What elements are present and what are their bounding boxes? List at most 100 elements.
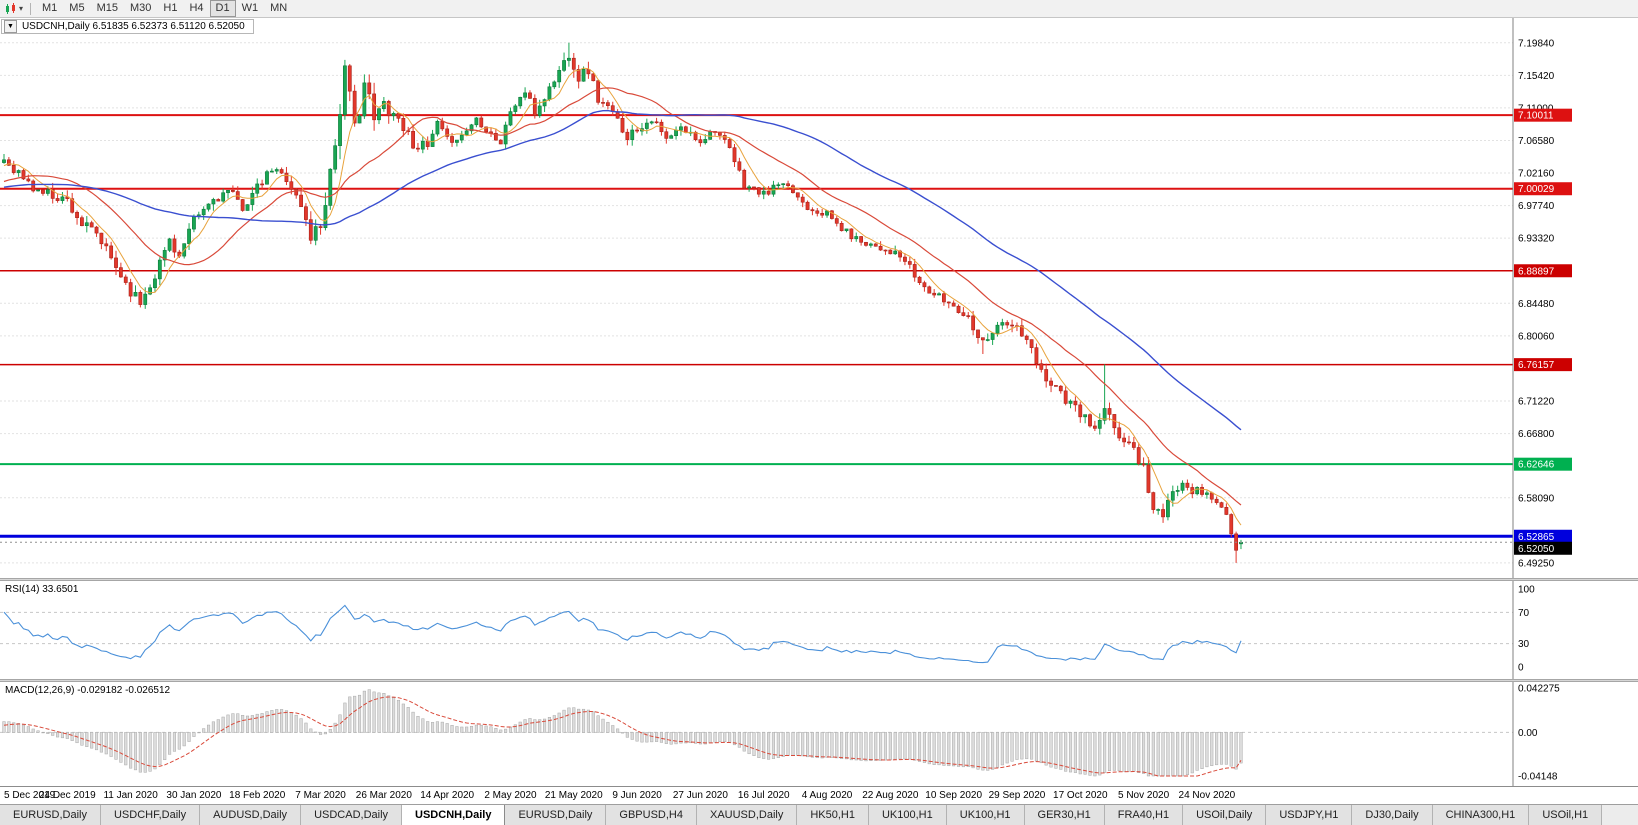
chart-tabs-bar: EURUSD,Daily USDCHF,Daily AUDUSD,Daily USDC… — [0, 804, 1638, 825]
chart-tab-china300-h1[interactable]: CHINA300,H1 — [1432, 805, 1530, 825]
chart-tab-usdchf-daily[interactable]: USDCHF,Daily — [100, 805, 201, 825]
svg-text:6.58090: 6.58090 — [1518, 493, 1555, 504]
svg-text:6.88897: 6.88897 — [1518, 266, 1555, 277]
svg-text:7.06580: 7.06580 — [1518, 136, 1555, 147]
chart-tab-ger30-h1[interactable]: GER30,H1 — [1024, 805, 1105, 825]
panel-splitter[interactable] — [0, 679, 1638, 682]
timeframe-button-m30[interactable]: M30 — [129, 2, 152, 14]
svg-text:-0.04148: -0.04148 — [1518, 772, 1558, 783]
svg-text:6.93320: 6.93320 — [1518, 234, 1555, 245]
timeframe-button-m15[interactable]: M15 — [96, 2, 118, 14]
date-axis[interactable]: 5 Dec 2019 24 Dec 2019 11 Jan 2020 30 Jan 2… — [0, 786, 1638, 804]
price-badge-6.76157[interactable]: 6.76157 — [1514, 358, 1572, 372]
macd-label: MACD(12,26,9) -0.029182 -0.026512 — [5, 685, 171, 696]
price-badge-6.62646[interactable]: 6.62646 — [1514, 457, 1572, 471]
chart-tab-xauusd-daily[interactable]: XAUUSD,Daily — [696, 805, 798, 825]
macd-histogram — [2, 689, 1243, 777]
chart-tab-hk50-h1[interactable]: HK50,H1 — [797, 805, 869, 825]
date-label: 21 May 2020 — [544, 790, 603, 801]
svg-text:7.00029: 7.00029 — [1518, 184, 1555, 195]
chart-tab-usoil-daily[interactable]: USOil,Daily — [1183, 805, 1267, 825]
chart-tab-dj30-daily[interactable]: DJ30,Daily — [1352, 805, 1433, 825]
ma-slow-line[interactable] — [3, 109, 1242, 431]
chart-tab-usdcnh-daily[interactable]: USDCNH,Daily — [402, 805, 506, 825]
collapse-arrow-icon[interactable]: ▼ — [4, 20, 17, 33]
rsi-canvas[interactable]: 100 70 30 0 — [0, 581, 1638, 679]
svg-text:7.19840: 7.19840 — [1518, 38, 1555, 49]
svg-text:6.52865: 6.52865 — [1518, 532, 1555, 543]
date-label: 10 Sep 2020 — [925, 790, 982, 801]
timeframe-button-h1[interactable]: H1 — [163, 2, 178, 14]
date-label: 27 Jun 2020 — [672, 790, 728, 801]
date-label: 22 Aug 2020 — [862, 790, 919, 801]
macd-panel[interactable]: MACD(12,26,9) -0.029182 -0.026512 0.0422… — [0, 682, 1638, 786]
price-badge-7.10011[interactable]: 7.10011 — [1514, 108, 1572, 122]
svg-text:6.49250: 6.49250 — [1518, 558, 1555, 569]
svg-text:0.042275: 0.042275 — [1518, 684, 1560, 695]
date-label: 29 Sep 2020 — [988, 790, 1046, 801]
timeframe-button-d1[interactable]: D1 — [209, 0, 236, 17]
date-label: 26 Mar 2020 — [355, 790, 412, 801]
chart-tab-eurusd-daily[interactable]: EURUSD,Daily — [0, 805, 101, 825]
timeframe-button-h4[interactable]: H4 — [189, 2, 204, 14]
timeframe-button-m5[interactable]: M5 — [69, 2, 85, 14]
svg-text:7.10011: 7.10011 — [1518, 111, 1554, 122]
svg-text:6.76157: 6.76157 — [1518, 360, 1555, 371]
price-gridlines: 7.198407.154207.110007.065807.021606.977… — [0, 38, 1555, 569]
ma-fast-line[interactable] — [3, 67, 1242, 526]
svg-text:6.62646: 6.62646 — [1518, 460, 1555, 471]
chart-tab-fra40-h1[interactable]: FRA40,H1 — [1104, 805, 1184, 825]
rsi-label: RSI(14) 33.6501 — [5, 584, 79, 595]
date-label: 16 Jul 2020 — [737, 790, 790, 801]
timeframe-button-w1[interactable]: W1 — [241, 2, 259, 14]
chart-title-bar: ▼ USDCNH,Daily 6.51835 6.52373 6.51120 6… — [1, 19, 254, 34]
date-label: 14 Apr 2020 — [420, 790, 475, 801]
chart-tab-eurusd-daily[interactable]: EURUSD,Daily — [505, 805, 607, 825]
timeframe-button-m1[interactable]: M1 — [42, 2, 58, 14]
svg-text:6.84480: 6.84480 — [1518, 299, 1555, 310]
date-label: 30 Jan 2020 — [166, 790, 222, 801]
svg-text:6.66800: 6.66800 — [1518, 429, 1555, 440]
svg-text:100: 100 — [1518, 585, 1535, 596]
timeframe-toolbar: ▾ M1 M5 M15 M30 H1 H4 D1 W1 MN — [0, 0, 1638, 18]
date-label: 4 Aug 2020 — [801, 790, 853, 801]
chart-tab-audusd-daily[interactable]: AUDUSD,Daily — [200, 805, 302, 825]
chart-type-tool[interactable]: ▾ — [3, 2, 25, 15]
date-label: 2 May 2020 — [484, 790, 537, 801]
toolbar-separator — [30, 2, 32, 15]
svg-text:30: 30 — [1518, 639, 1530, 650]
svg-text:7.02160: 7.02160 — [1518, 169, 1555, 180]
chart-title: USDCNH,Daily 6.51835 6.52373 6.51120 6.5… — [21, 21, 245, 32]
price-badge-6.88897[interactable]: 6.88897 — [1514, 264, 1572, 278]
date-label: 9 Jun 2020 — [612, 790, 662, 801]
chart-tab-usoil-h1[interactable]: USOil,H1 — [1529, 805, 1603, 825]
chart-tab-gbpusd-h4[interactable]: GBPUSD,H4 — [606, 805, 697, 825]
chart-window: ▼ USDCNH,Daily 6.51835 6.52373 6.51120 6… — [0, 18, 1638, 804]
ma-medium-line[interactable] — [3, 87, 1242, 506]
date-label: 17 Oct 2020 — [1053, 790, 1108, 801]
panel-splitter[interactable] — [0, 578, 1638, 581]
current-price-badge[interactable]: 6.52050 — [1514, 541, 1572, 555]
date-label: 5 Dec 2019 — [4, 790, 56, 801]
chart-tab-usdcad-daily[interactable]: USDCAD,Daily — [301, 805, 403, 825]
main-chart-canvas[interactable]: 7.198407.154207.110007.065807.021606.977… — [0, 18, 1638, 578]
main-chart-panel[interactable]: ▼ USDCNH,Daily 6.51835 6.52373 6.51120 6… — [0, 18, 1638, 578]
chart-tab-uk100-h1[interactable]: UK100,H1 — [868, 805, 947, 825]
svg-text:7.15420: 7.15420 — [1518, 71, 1555, 82]
horizontal-level-lines — [0, 114, 1513, 538]
date-label: 11 Jan 2020 — [103, 790, 158, 801]
date-label: 24 Nov 2020 — [1178, 790, 1236, 801]
timeframe-button-mn[interactable]: MN — [270, 2, 288, 14]
svg-text:0: 0 — [1518, 663, 1524, 674]
rsi-panel[interactable]: RSI(14) 33.6501 100 70 30 0 — [0, 581, 1638, 679]
chart-tab-usdjpy-h1[interactable]: USDJPY,H1 — [1266, 805, 1353, 825]
chart-tab-uk100-h1[interactable]: UK100,H1 — [946, 805, 1025, 825]
macd-canvas[interactable]: 0.042275 0.00 -0.04148 — [0, 682, 1638, 786]
svg-text:6.80060: 6.80060 — [1518, 331, 1555, 342]
price-badge-7.00029[interactable]: 7.00029 — [1514, 182, 1572, 196]
price-badge-6.52865[interactable]: 6.52865 — [1514, 529, 1572, 543]
chevron-down-icon: ▾ — [19, 3, 24, 13]
rsi-line — [3, 604, 1242, 664]
svg-text:6.71220: 6.71220 — [1518, 397, 1555, 408]
